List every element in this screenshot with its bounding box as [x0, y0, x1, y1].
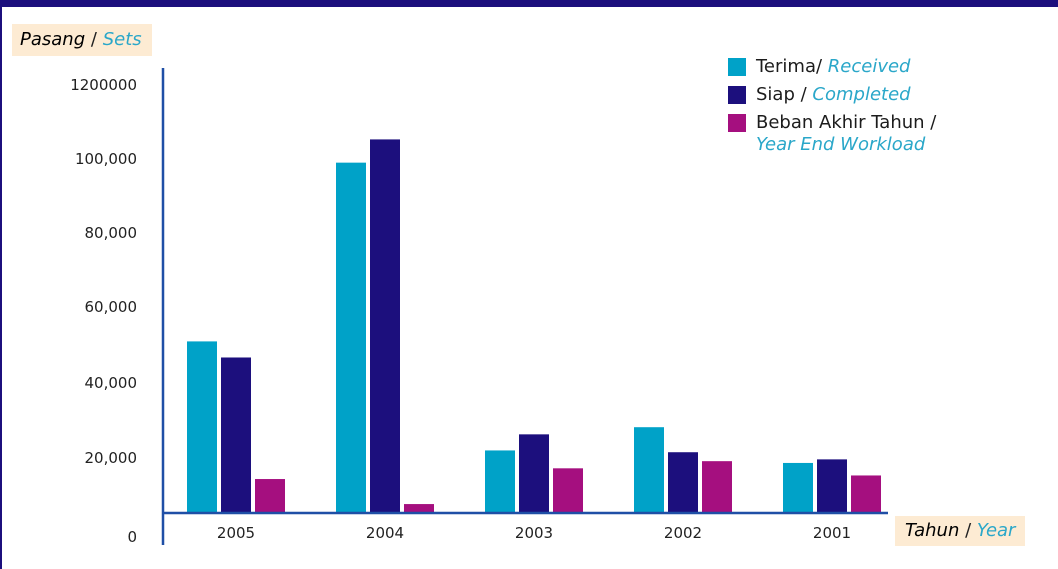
- bar-completed-2004: [370, 139, 400, 513]
- top-border: [0, 0, 1058, 7]
- legend-swatch-workload: [728, 114, 746, 132]
- y-axis-title-malay: Pasang: [20, 29, 86, 50]
- legend-label-completed-english: Completed: [812, 84, 911, 105]
- bar-workload-2001: [851, 475, 881, 513]
- bar-completed-2003: [519, 434, 549, 513]
- bar-received-2003: [485, 450, 515, 513]
- x-tick-label-2002: 2002: [664, 524, 702, 542]
- bar-received-2004: [336, 162, 366, 513]
- bar-completed-2001: [817, 459, 847, 513]
- x-tick-label-2003: 2003: [515, 524, 553, 542]
- x-axis-title-separator: /: [965, 520, 972, 541]
- legend-item-received: Terima/ Received: [728, 56, 936, 78]
- x-tick-label-2004: 2004: [366, 524, 404, 542]
- y-tick-label-1: 20,000: [85, 449, 138, 467]
- bar-workload-2004: [404, 504, 434, 513]
- y-tick-label-4: 80,000: [85, 224, 138, 242]
- legend-label-received-malay: Terima/: [756, 56, 823, 77]
- bar-completed-2002: [668, 452, 698, 513]
- x-axis-title: Tahun / Year: [895, 516, 1026, 546]
- y-axis-title: Pasang / Sets: [12, 24, 152, 56]
- y-tick-label-0: 0: [127, 528, 137, 546]
- legend-label-completed-malay: Siap /: [756, 84, 807, 105]
- bar-workload-2002: [702, 461, 732, 513]
- y-axis-title-separator: /: [90, 29, 97, 50]
- legend-item-workload: Beban Akhir Tahun / Year End Workload: [728, 112, 936, 156]
- y-tick-label-2: 40,000: [85, 374, 138, 392]
- y-axis-title-english: Sets: [102, 29, 142, 50]
- left-border: [0, 0, 2, 569]
- x-axis-title-malay: Tahun: [905, 520, 960, 541]
- bar-workload-2003: [553, 468, 583, 513]
- y-tick-label-3: 60,000: [85, 298, 138, 316]
- y-tick-label-5: 100,000: [75, 150, 137, 168]
- bar-received-2005: [187, 341, 217, 513]
- legend-label-received-english: Received: [827, 56, 911, 77]
- legend-swatch-completed: [728, 86, 746, 104]
- legend-item-completed: Siap / Completed: [728, 84, 936, 106]
- bar-received-2001: [783, 462, 813, 513]
- legend-label-workload-english: Year End Workload: [756, 134, 926, 155]
- x-tick-label-2001: 2001: [813, 524, 851, 542]
- x-axis-title-english: Year: [976, 520, 1016, 541]
- legend-swatch-received: [728, 58, 746, 76]
- bar-received-2002: [634, 427, 664, 513]
- bar-workload-2005: [255, 479, 285, 513]
- bar-completed-2005: [221, 357, 251, 513]
- x-tick-label-2005: 2005: [217, 524, 255, 542]
- legend: Terima/ Received Siap / Completed Beban …: [728, 56, 936, 162]
- y-tick-label-6: 1200000: [70, 76, 137, 94]
- legend-label-workload-malay: Beban Akhir Tahun /: [756, 112, 937, 133]
